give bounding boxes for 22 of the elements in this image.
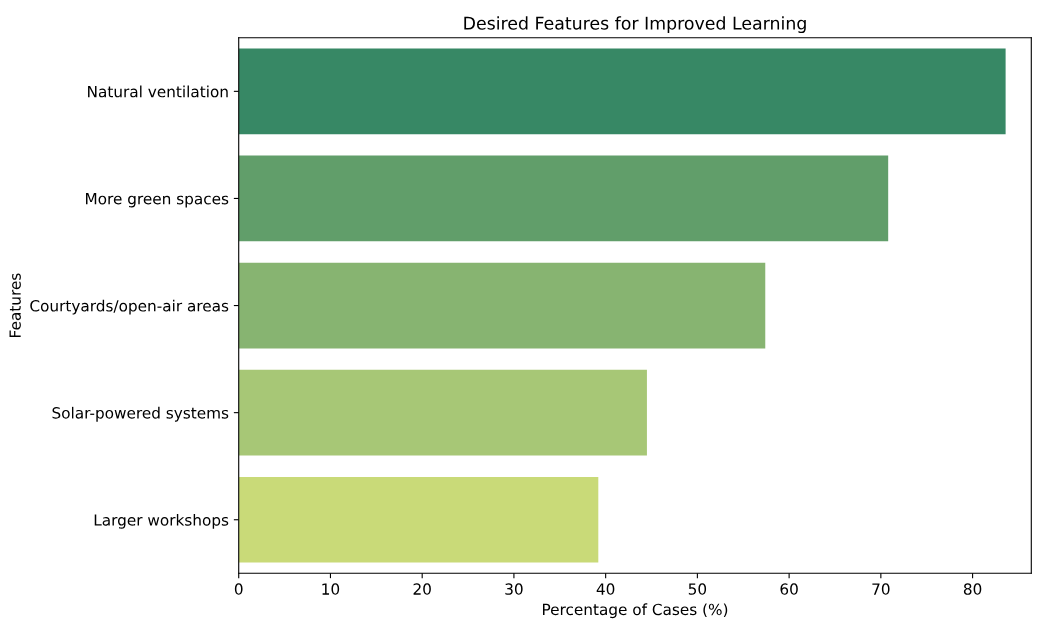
bar: [238, 476, 599, 563]
x-tick-label: 80: [963, 583, 982, 595]
bar: [238, 155, 889, 242]
bar: [238, 262, 766, 349]
bar: [238, 369, 647, 456]
x-tick-label: 70: [872, 583, 890, 595]
y-tick-label: More green spaces: [86, 193, 229, 208]
y-axis-title: Features: [9, 273, 21, 337]
x-tick-label: 60: [780, 583, 798, 595]
x-tick-label: 50: [688, 583, 707, 595]
bar: [238, 48, 1006, 135]
chart-title: Desired Features for Improved Learning: [464, 16, 806, 34]
x-tick-label: 20: [413, 583, 431, 595]
y-tick-label: Courtyards/open-air areas: [30, 299, 229, 315]
x-tick-label: 30: [505, 583, 523, 595]
y-tick-label: Larger workshops: [94, 513, 229, 529]
x-axis-title: Percentage of Cases (%): [543, 603, 728, 619]
y-tick-label: Solar-powered systems: [52, 406, 229, 422]
y-tick-label: Natural ventilation: [88, 85, 228, 98]
x-tick-label: 40: [596, 583, 615, 595]
x-tick-label: 10: [322, 583, 340, 595]
x-tick-label: 0: [234, 583, 243, 595]
